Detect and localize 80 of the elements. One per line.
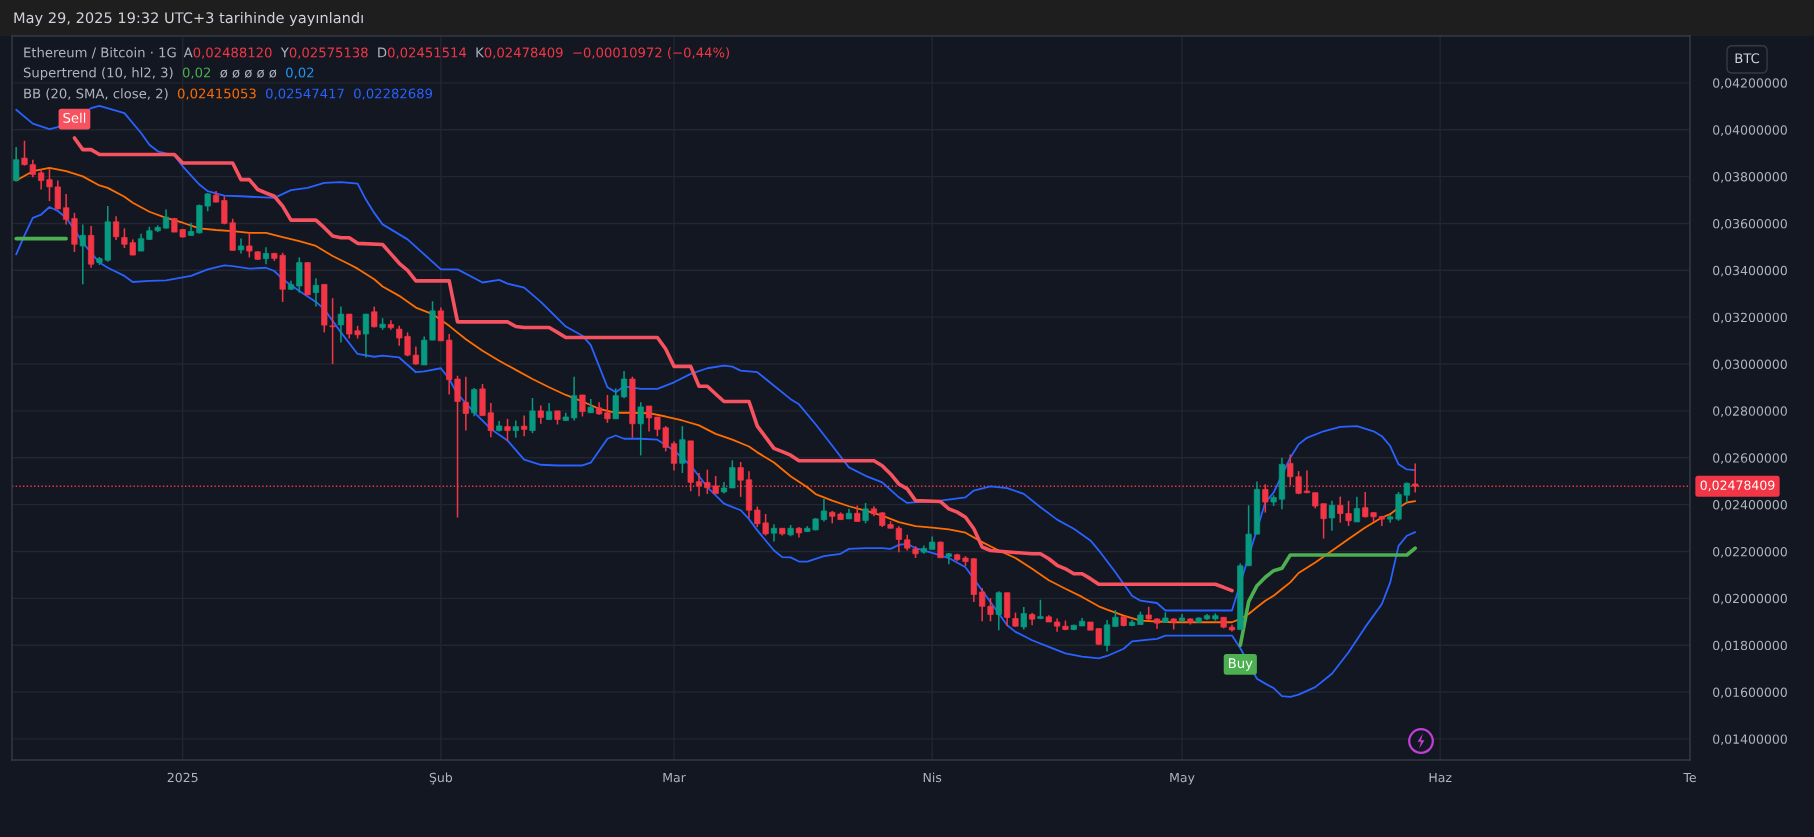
annotation: BB (20, SMA, close, 2) (24, 88, 168, 101)
y-tick-label: 0,01400000 (1713, 734, 1787, 746)
candlestick (729, 459, 736, 489)
annotation: 0,02488120 (193, 47, 272, 59)
y-axis-title: BTC (1735, 53, 1760, 64)
x-tick-label: Mar (663, 772, 686, 783)
annotation: 0,02415053 (177, 88, 256, 100)
candlestick (362, 313, 370, 359)
candlestick (604, 394, 611, 424)
annotation: Sell (63, 112, 86, 123)
annotation: Supertrend (10, hl2, 3) (23, 67, 173, 81)
candlestick (670, 440, 678, 472)
candlestick (1103, 619, 1111, 653)
candlestick (521, 414, 528, 437)
x-tick-label: 2025 (167, 772, 198, 783)
candlestick (79, 223, 86, 286)
candlestick (462, 375, 469, 432)
y-tick-label: 0,02200000 (1713, 546, 1787, 558)
annotation: 0,02575138 (289, 47, 368, 59)
annotation: A (183, 47, 193, 58)
annotation: Buy (1229, 658, 1253, 671)
candlestick (1020, 606, 1027, 631)
annotation: 0,02 (182, 67, 211, 79)
y-tick-label: 0,04000000 (1713, 125, 1787, 136)
candlestick (113, 215, 120, 241)
candlestick (162, 208, 170, 230)
candlestick (504, 418, 511, 443)
line-series (72, 136, 1234, 593)
candlestick (579, 394, 586, 418)
candlestick (512, 419, 519, 439)
annotation: Ethereum / Bitcoin · 1G (24, 47, 176, 59)
annotation: 0,02451514 (387, 47, 467, 59)
annotation: D (378, 47, 387, 58)
y-tick-label: 0,03400000 (1713, 265, 1787, 277)
candlestick (645, 405, 653, 433)
candlestick (571, 375, 578, 422)
x-tick-label: Te (1683, 772, 1696, 783)
candlestick (637, 401, 644, 457)
candlestick (995, 590, 1002, 631)
line-series (1238, 546, 1417, 648)
annotation: 0,02 (286, 67, 314, 79)
x-tick-label: Nis (923, 772, 942, 783)
ref-line-label: 0,02478409 (1700, 480, 1775, 492)
annotation: 0,02282689 (354, 88, 433, 100)
candlestick (820, 498, 828, 523)
candlestick (529, 397, 536, 434)
annotation: K (476, 47, 485, 58)
candlestick (312, 277, 320, 308)
x-tick-label: May (1170, 772, 1195, 785)
candlestick (862, 502, 869, 525)
candlestick (612, 387, 619, 420)
candlestick (537, 404, 544, 425)
y-tick-label: 0,03600000 (1713, 218, 1787, 230)
candlestick (679, 425, 686, 474)
annotation: 0,02547417 (266, 88, 344, 100)
y-tick-label: 0,02600000 (1713, 453, 1787, 464)
annotation: ø ø ø ø ø (220, 69, 277, 78)
candlestick (1328, 500, 1336, 532)
y-tick-label: 0,02800000 (1713, 406, 1787, 418)
y-tick-label: 0,04200000 (1713, 78, 1787, 90)
candlestick (620, 370, 628, 399)
y-tick-label: 0,03000000 (1713, 359, 1787, 371)
chart-title: May 29, 2025 19:32 UTC+3 tarihinde yayınlandı (14, 11, 363, 27)
candlestick (1353, 495, 1360, 523)
y-tick-label: 0,01600000 (1713, 687, 1787, 699)
annotation: −0,00010972 (−0,44%) (573, 47, 730, 59)
y-tick-label: 0,02000000 (1713, 593, 1787, 605)
y-tick-label: 0,01800000 (1713, 640, 1787, 652)
candlestick (695, 472, 703, 497)
candlestick (13, 146, 20, 183)
annotation: 0,02478409 (484, 47, 563, 59)
y-tick-label: 0,03800000 (1713, 172, 1787, 183)
y-tick-label: 0,03200000 (1713, 312, 1787, 324)
candlestick (296, 256, 303, 294)
x-tick-label: Şub (429, 772, 453, 785)
x-tick-label: Haz (1429, 772, 1452, 783)
y-tick-label: 0,02400000 (1713, 500, 1787, 511)
candlestick (471, 387, 478, 418)
candlestick (337, 305, 345, 344)
annotation: Y (280, 47, 289, 58)
